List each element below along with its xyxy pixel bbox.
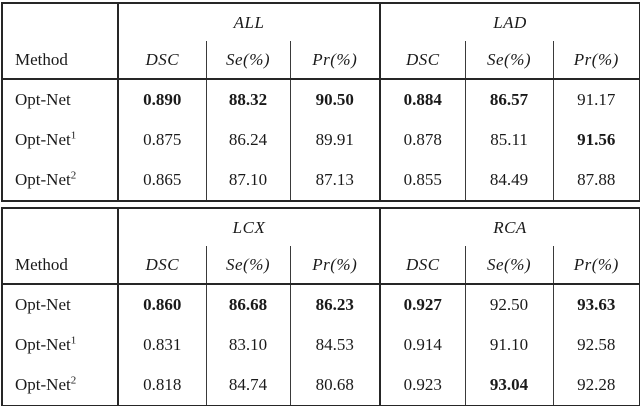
metric-cell: 0.818 — [117, 365, 206, 406]
table-row: Opt-Net 0.860 86.68 86.23 0.927 92.50 93… — [2, 284, 640, 325]
metric-cell: 91.56 — [552, 120, 640, 160]
metric-cell: 86.24 — [205, 120, 290, 160]
method-label: Opt-Net — [15, 170, 71, 189]
corner-cell — [2, 208, 118, 246]
method-cell: Opt-Net2 — [2, 365, 118, 406]
metric-cell: 0.875 — [117, 120, 206, 160]
group-header-row: ALL LAD — [2, 3, 640, 41]
metric-cell: 0.878 — [379, 120, 466, 160]
metric-cell: 88.32 — [205, 79, 290, 120]
metric-cell: 0.927 — [379, 284, 465, 325]
metric-cell: 84.49 — [464, 160, 554, 201]
metric-cell: 87.10 — [205, 160, 290, 201]
metric-cell: 85.11 — [464, 120, 554, 160]
metric-cell: 93.04 — [464, 365, 553, 406]
metric-cell: 86.68 — [205, 284, 290, 325]
table-row: Opt-Net1 0.831 83.10 84.53 0.914 91.10 9… — [2, 325, 640, 365]
metric-cell: 0.860 — [117, 284, 206, 325]
metric-cell: 91.10 — [464, 325, 553, 365]
method-label: Opt-Net — [15, 335, 71, 354]
method-cell: Opt-Net1 — [2, 120, 118, 160]
group-header-lad: LAD — [379, 3, 640, 41]
subheader-pr: Pr(%) — [552, 246, 640, 285]
table-row: Opt-Net2 0.865 87.10 87.13 0.855 84.49 8… — [2, 160, 640, 201]
method-label: Opt-Net — [15, 90, 71, 109]
method-cell: Opt-Net2 — [2, 160, 118, 201]
subheader-row: Method DSC Se(%) Pr(%) DSC Se(%) Pr(%) — [2, 246, 640, 285]
method-superscript: 2 — [70, 374, 77, 387]
subheader-pr: Pr(%) — [552, 41, 640, 80]
subheader-se: Se(%) — [205, 246, 290, 285]
metric-cell: 87.13 — [289, 160, 381, 201]
method-superscript: 1 — [70, 129, 77, 142]
metric-cell: 84.74 — [205, 365, 290, 406]
metric-cell: 0.923 — [379, 365, 465, 406]
metric-cell: 90.50 — [289, 79, 381, 120]
subheader-se: Se(%) — [464, 246, 553, 285]
method-label: Opt-Net — [15, 375, 71, 394]
subheader-se: Se(%) — [205, 41, 290, 80]
method-cell: Opt-Net1 — [2, 325, 118, 365]
group-header-rca: RCA — [378, 208, 640, 246]
table-row: Opt-Net 0.890 88.32 90.50 0.884 86.57 91… — [2, 79, 640, 120]
method-superscript: 2 — [70, 169, 77, 182]
method-label: Opt-Net — [15, 295, 71, 314]
metric-cell: 91.17 — [552, 79, 640, 120]
method-cell: Opt-Net — [2, 284, 118, 325]
metric-cell: 83.10 — [205, 325, 290, 365]
method-header: Method — [2, 246, 118, 285]
metric-cell: 0.884 — [379, 79, 466, 120]
subheader-dsc: DSC — [117, 246, 206, 285]
metric-cell: 89.91 — [289, 120, 381, 160]
metric-cell: 80.68 — [289, 365, 380, 406]
corner-cell — [2, 3, 118, 41]
metric-cell: 92.58 — [552, 325, 640, 365]
method-header: Method — [2, 41, 118, 80]
subheader-se: Se(%) — [464, 41, 554, 80]
table-row: Opt-Net2 0.818 84.74 80.68 0.923 93.04 9… — [2, 365, 640, 406]
group-header-lcx: LCX — [117, 208, 380, 246]
subheader-row: Method DSC Se(%) Pr(%) DSC Se(%) Pr(%) — [2, 41, 640, 80]
table-row: Opt-Net1 0.875 86.24 89.91 0.878 85.11 9… — [2, 120, 640, 160]
metric-cell: 87.88 — [552, 160, 640, 201]
metric-cell: 0.831 — [117, 325, 206, 365]
group-header-all: ALL — [116, 3, 381, 41]
subheader-dsc: DSC — [379, 246, 465, 285]
metric-cell: 0.890 — [117, 79, 206, 120]
subheader-dsc: DSC — [117, 41, 206, 80]
metric-cell: 86.57 — [464, 79, 554, 120]
method-cell: Opt-Net — [2, 79, 118, 120]
subheader-pr: Pr(%) — [289, 41, 381, 80]
subheader-pr: Pr(%) — [289, 246, 380, 285]
results-table-lcx-rca: LCX RCA Method DSC Se(%) Pr(%) DSC Se(%)… — [1, 207, 640, 406]
method-label: Opt-Net — [15, 130, 71, 149]
method-superscript: 1 — [70, 334, 77, 347]
results-table-all-lad: ALL LAD Method DSC Se(%) Pr(%) DSC Se(%)… — [1, 2, 640, 202]
subheader-dsc: DSC — [379, 41, 466, 80]
metric-cell: 84.53 — [289, 325, 380, 365]
group-header-row: LCX RCA — [2, 208, 640, 246]
metric-cell: 0.855 — [379, 160, 466, 201]
metric-cell: 93.63 — [552, 284, 640, 325]
metric-cell: 92.50 — [464, 284, 553, 325]
metric-cell: 92.28 — [552, 365, 640, 406]
metric-cell: 0.914 — [379, 325, 465, 365]
metric-cell: 0.865 — [117, 160, 206, 201]
metric-cell: 86.23 — [289, 284, 380, 325]
